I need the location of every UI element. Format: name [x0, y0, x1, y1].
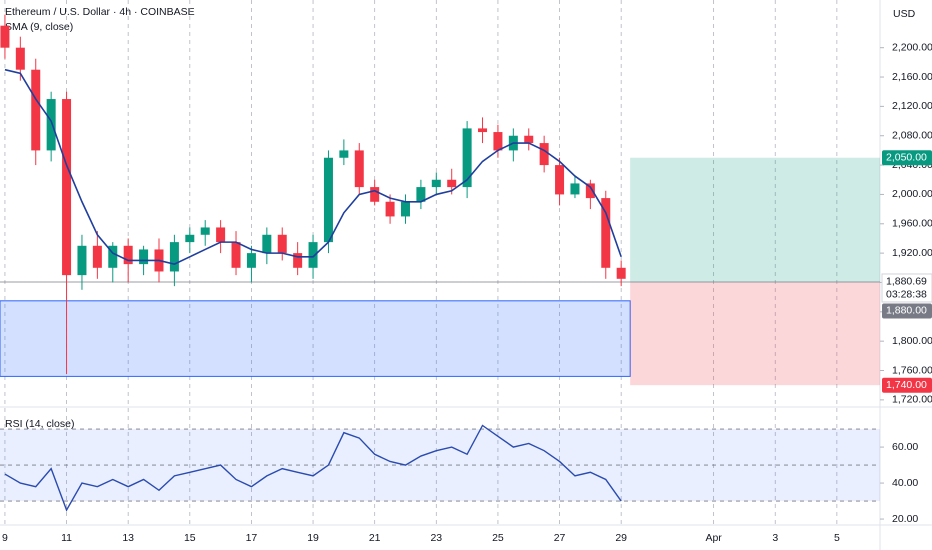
x-tick-label: 21 — [369, 532, 381, 544]
candle-body — [231, 242, 241, 268]
candle-body — [354, 150, 364, 188]
candle-body — [555, 165, 565, 195]
x-tick-label: 17 — [246, 532, 258, 544]
y-tick-label: 1,920.00 — [892, 247, 932, 259]
stop-tag-label: 1,740.00 — [886, 379, 927, 391]
candle-body — [31, 69, 41, 151]
y-tick-label: 1,720.00 — [892, 394, 932, 406]
candle-body — [277, 234, 287, 254]
y-tick-label: 20.00 — [892, 513, 918, 525]
last-price-label: 1,880.69 — [886, 276, 927, 288]
candle-body — [185, 234, 195, 243]
countdown-label: 03:28:38 — [886, 289, 927, 301]
candle-body — [524, 135, 534, 144]
entry-tag: 1,880.00 — [882, 303, 932, 319]
stop-zone — [630, 282, 880, 386]
candle-body — [46, 99, 56, 151]
candle-body — [478, 128, 488, 133]
x-tick-label: 29 — [615, 532, 627, 544]
candle-body — [447, 179, 457, 188]
candle-body — [246, 253, 256, 268]
target-tag: 2,050.00 — [882, 150, 932, 166]
candle-body — [539, 143, 549, 166]
candle-body — [339, 150, 349, 158]
candle-body — [308, 242, 318, 268]
candle-body — [216, 227, 226, 243]
target-tag-bg — [882, 150, 932, 166]
last-price-bg — [881, 273, 932, 303]
support-zone — [0, 300, 631, 377]
candle-body — [585, 183, 595, 199]
stop-tag: 1,740.00 — [882, 377, 932, 393]
chart-title: Ethereum / U.S. Dollar · 4h · COINBASE — [5, 6, 195, 18]
candle-body — [570, 183, 580, 195]
rsi-title: RSI (14, close) — [5, 418, 74, 430]
candle-body — [462, 128, 472, 188]
candle-body — [262, 234, 272, 254]
entry-tag-label: 1,880.00 — [886, 305, 927, 317]
candle-body — [169, 242, 179, 272]
candle-body — [108, 245, 118, 268]
indicator-label: SMA (9, close) — [5, 21, 73, 33]
x-tick-label: 25 — [492, 532, 504, 544]
stop-tag-bg — [882, 377, 932, 393]
x-tick-label: 9 — [2, 532, 8, 544]
y-tick-label: 40.00 — [892, 477, 918, 489]
entry-tag-bg — [882, 303, 932, 319]
x-tick-label: 27 — [554, 532, 566, 544]
rsi-line — [4, 424, 622, 512]
y-tick-label: 2,080.00 — [892, 130, 932, 142]
target-tag-label: 2,050.00 — [886, 152, 927, 164]
candle-body — [123, 245, 133, 265]
x-tick-label: 5 — [834, 532, 840, 544]
target-zone — [630, 157, 880, 283]
candle-body — [601, 198, 611, 268]
candle-body — [370, 187, 380, 202]
y-tick-label: 2,200.00 — [892, 41, 932, 53]
candle-body — [416, 187, 426, 202]
candle-body — [92, 245, 102, 268]
candle-body — [0, 25, 10, 48]
x-tick-label: 15 — [184, 532, 196, 544]
candle-body — [493, 132, 503, 151]
candle-body — [323, 157, 333, 243]
y-tick-label: 1,800.00 — [892, 335, 932, 347]
y-tick-label: 2,160.00 — [892, 71, 932, 83]
x-tick-label: 11 — [61, 532, 72, 544]
candle-body — [400, 201, 410, 217]
x-tick-label: Apr — [705, 532, 722, 544]
x-tick-label: 19 — [307, 532, 319, 544]
candle-body — [293, 253, 303, 268]
candle-body — [15, 47, 25, 70]
x-tick-label: 13 — [122, 532, 134, 544]
sma-line — [4, 68, 622, 265]
currency-label: USD — [893, 8, 916, 20]
y-tick-label: 1,960.00 — [892, 218, 932, 230]
candle-body — [385, 201, 395, 217]
y-tick-label: 60.00 — [892, 441, 918, 453]
candle-body — [616, 267, 626, 279]
y-tick-label: 1,760.00 — [892, 364, 932, 376]
y-tick-label: 2,120.00 — [892, 100, 932, 112]
x-tick-label: 23 — [430, 532, 442, 544]
y-tick-label: 2,000.00 — [892, 188, 932, 200]
x-tick-label: 3 — [772, 532, 778, 544]
candle-body — [200, 227, 210, 235]
candle-body — [139, 249, 149, 265]
candle-body — [62, 99, 72, 276]
candle-body — [77, 245, 87, 276]
candle-body — [431, 179, 441, 188]
